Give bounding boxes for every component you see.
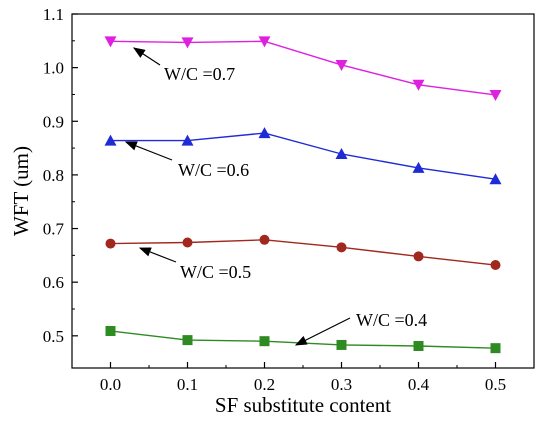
annotation-label: W/C =0.4 — [356, 310, 427, 330]
x-axis: 0.0 0.1 0.2 0.3 0.4 0.5 — [100, 362, 506, 394]
annotation: W/C =0.6 — [124, 141, 249, 180]
annotations: W/C =0.7 W/C =0.6 W/C =0.5 W/C =0.4 — [124, 47, 427, 346]
data-point — [489, 89, 502, 101]
data-point — [335, 147, 348, 159]
series-square — [105, 325, 501, 354]
x-tick-label: 0.0 — [100, 375, 121, 394]
data-point — [104, 134, 117, 146]
series-line — [110, 132, 496, 180]
data-point — [104, 36, 117, 48]
y-tick-label: 1.1 — [43, 5, 64, 24]
data-point — [490, 343, 501, 354]
annotation: W/C =0.4 — [294, 310, 427, 346]
x-tick-label: 0.1 — [177, 375, 198, 394]
y-tick-label: 0.8 — [43, 166, 64, 185]
data-point — [413, 341, 424, 352]
data-point — [413, 251, 424, 262]
data-point — [259, 234, 270, 245]
y-tick-label: 1.0 — [43, 59, 64, 78]
data-point — [489, 173, 502, 185]
plot-border — [71, 13, 535, 369]
series-triangle-down — [104, 36, 502, 101]
data-point — [105, 325, 116, 336]
data-point — [181, 37, 194, 49]
data-point — [336, 339, 347, 350]
annotation-label: W/C =0.6 — [178, 160, 249, 180]
x-axis-title: SF substitute content — [215, 393, 391, 417]
data-point — [258, 36, 271, 48]
data-point — [105, 238, 116, 249]
annotation-label: W/C =0.7 — [164, 64, 235, 84]
data-point — [412, 79, 425, 91]
data-point — [336, 242, 347, 253]
series-triangle-up — [104, 127, 502, 185]
x-tick-label: 0.3 — [331, 375, 352, 394]
y-tick-label: 0.9 — [43, 112, 64, 131]
data-point — [335, 59, 348, 71]
data-point — [182, 237, 193, 248]
series-circle — [105, 234, 501, 271]
y-axis: 0.5 0.6 0.7 0.8 0.9 1.0 1.1 — [43, 5, 78, 346]
data-point — [490, 260, 501, 271]
x-tick-label: 0.2 — [254, 375, 275, 394]
y-tick-label: 0.6 — [43, 273, 64, 292]
x-tick-label: 0.5 — [485, 375, 506, 394]
data-point — [258, 127, 271, 139]
data-point — [412, 161, 425, 173]
y-axis-title: WFT (um) — [9, 146, 33, 236]
data-point — [182, 335, 193, 346]
annotation: W/C =0.5 — [138, 247, 251, 282]
annotation: W/C =0.7 — [132, 47, 235, 84]
annotation-arrow — [294, 317, 351, 346]
series-line — [110, 239, 496, 266]
data-point — [181, 134, 194, 146]
data-point — [259, 336, 270, 347]
annotation-arrow — [124, 141, 173, 161]
x-tick-label: 0.4 — [408, 375, 430, 394]
annotation-label: W/C =0.5 — [180, 262, 251, 282]
series-line — [110, 40, 496, 96]
annotation-arrow — [138, 247, 177, 263]
series-line — [110, 330, 496, 349]
annotation-arrow — [132, 47, 161, 66]
plot-area — [71, 13, 535, 369]
y-tick-label: 0.5 — [43, 327, 64, 346]
y-tick-label: 0.7 — [43, 220, 65, 239]
